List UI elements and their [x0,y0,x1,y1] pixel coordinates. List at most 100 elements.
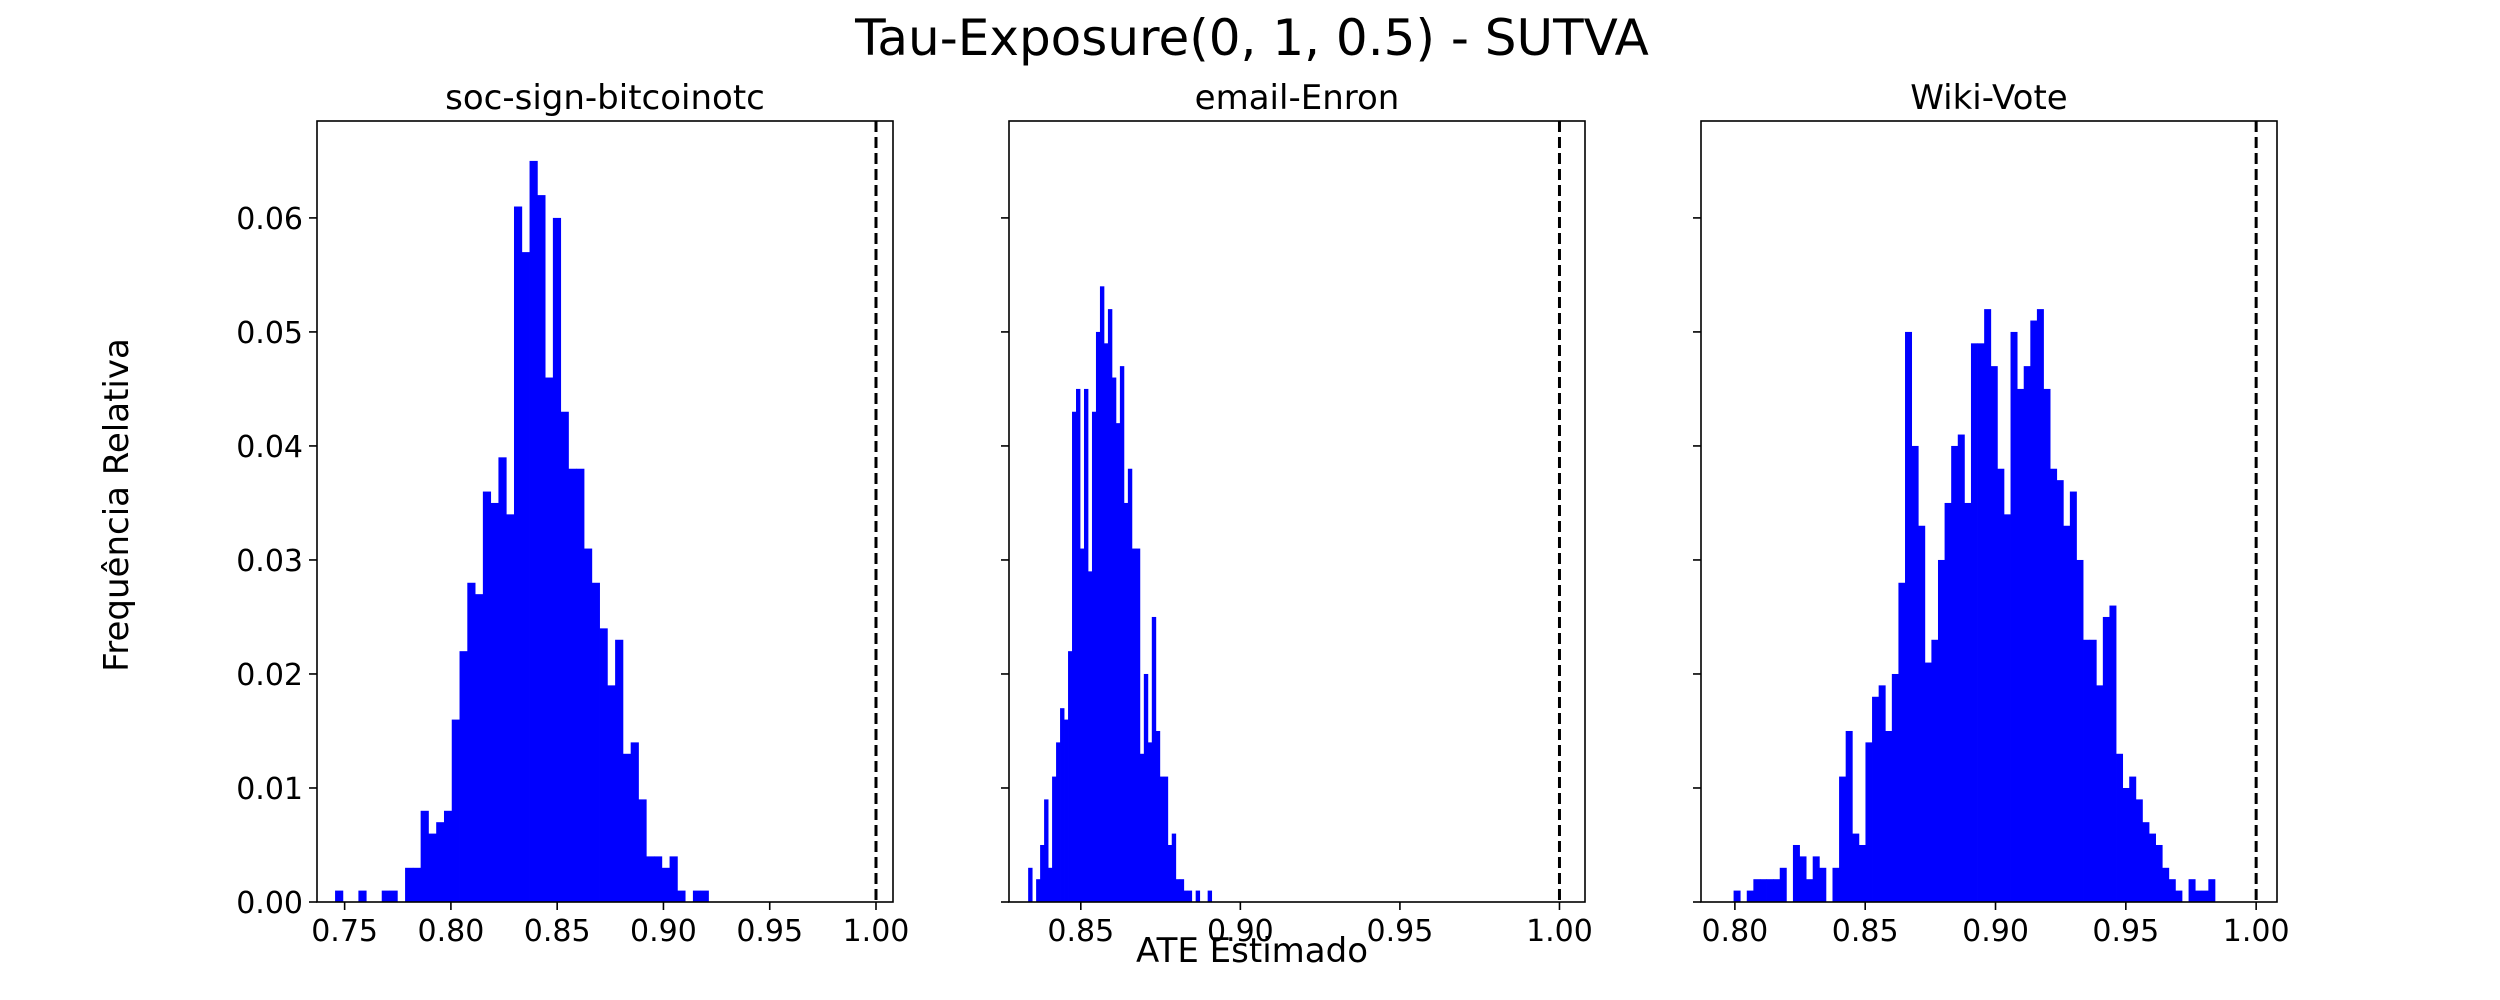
histogram-bar [1080,548,1085,902]
x-tick-label: 0.90 [1207,914,1274,949]
x-tick-label: 0.85 [524,914,591,949]
histogram-bar [2003,514,2011,902]
y-tick-label: 0.04 [236,430,303,465]
histogram-bar [1147,742,1153,902]
histogram-bar [420,810,429,902]
y-axis-label: Frequência Relativa [97,338,137,672]
figure-title: Tau-Exposure(0, 1, 0.5) - SUTVA [854,9,1649,67]
histogram-bar [2102,616,2110,902]
y-tick-label: 0.00 [236,886,303,921]
histogram-bar [677,890,686,902]
histogram-bar [615,639,624,902]
histogram-bar [1115,423,1121,902]
histogram-bar [475,594,484,902]
histogram-bar [646,856,655,902]
axes-frame [1008,120,1586,903]
histogram-bar [2149,833,2156,902]
x-tick-label: 1.00 [843,914,910,949]
histogram-bar [1872,696,1880,902]
histogram-bar [1028,867,1033,902]
histogram-bar [1052,776,1057,902]
histogram-bar [537,195,546,903]
histogram-bar [1858,844,1866,902]
histogram-bar [1885,730,1893,902]
histogram-bar [2208,879,2216,902]
histogram-bar [1911,445,1919,902]
histogram-bar [2175,890,2183,902]
histogram-bar [591,582,600,902]
histogram-bar [1091,411,1097,902]
histogram-bar [1957,434,1965,902]
histogram-bar [1819,867,1827,902]
histogram-bar [381,890,390,902]
histogram-bar [2056,480,2064,902]
histogram-bar [1773,879,1781,902]
panel-2: email-Enron 0.85 0.90 0.95 1.00 [1001,78,1593,949]
histogram-bar [1990,366,1998,902]
histogram-bar [1977,343,1985,903]
histogram-bar [2142,822,2150,902]
x-axis-label: ATE Estimado [1136,931,1368,971]
histogram-bar [506,514,515,902]
histogram-bar [654,856,663,902]
histogram-bar [1832,867,1840,902]
histogram-bar [1111,377,1117,902]
y-tick-label: 0.02 [236,658,303,693]
histogram-bar [1099,286,1105,902]
panel-3: Wiki-Vote 0.80 0.85 0.90 0.95 1.00 [1693,78,2290,949]
histogram-bar [2162,867,2170,902]
histogram-bar [389,890,398,902]
histogram-bar [1040,844,1045,902]
y-tick-label: 0.01 [236,772,303,807]
histogram-bar [1044,799,1049,902]
axes-frame [316,120,894,903]
histogram-bar [560,411,569,902]
histogram-bar [1048,867,1053,902]
histogram-bar [335,890,344,902]
histogram-bar [552,217,562,902]
histogram-bar [1163,776,1169,902]
x-tick-label: 0.85 [1832,914,1899,949]
panel-title: soc-sign-bitcoinotc [445,78,765,118]
histogram-bar [2188,879,2196,902]
histogram-bar [1746,890,1754,902]
histogram-bar [2155,844,2163,902]
histogram-bar [1766,879,1774,902]
histogram-bar [622,753,632,902]
y-tick-label: 0.03 [236,544,303,579]
histogram-bar [482,491,492,902]
histogram-bar [1839,776,1847,902]
histogram-bar [607,685,616,902]
histogram-bar [1931,639,1939,902]
histogram-bar [2096,685,2104,902]
x-tick-label: 0.75 [311,914,378,949]
histogram-bar [513,206,523,902]
histogram-bar [1183,890,1189,902]
histogram-bar [2129,776,2137,902]
histogram-bar [700,890,709,902]
panel-title: Wiki-Vote [1910,78,2067,118]
histogram-bar [2076,559,2084,902]
histogram-bar [436,822,445,902]
histogram-bar [1852,833,1860,902]
histogram-bar [1143,673,1149,902]
histogram-bar [1984,309,1992,902]
x-tick-label: 0.95 [2092,914,2159,949]
histogram-bar [630,742,639,902]
histogram-bar [638,799,647,902]
histogram-bar [1064,719,1069,902]
histogram-bar [2010,331,2018,902]
histogram-bar [1898,582,1906,902]
histogram-bar [2050,468,2058,902]
x-tick-label: 1.00 [1526,914,1593,949]
x-tick-label: 1.00 [2223,914,2290,949]
histogram-bar [358,890,367,902]
histogram-bar [1924,662,1932,902]
histogram-bar [1753,879,1761,902]
histogram-bar [1131,548,1137,902]
histogram-bar [521,252,530,902]
histogram-bar [1878,685,1886,902]
histogram-bar [2030,320,2038,902]
histogram-bar [1036,879,1041,902]
